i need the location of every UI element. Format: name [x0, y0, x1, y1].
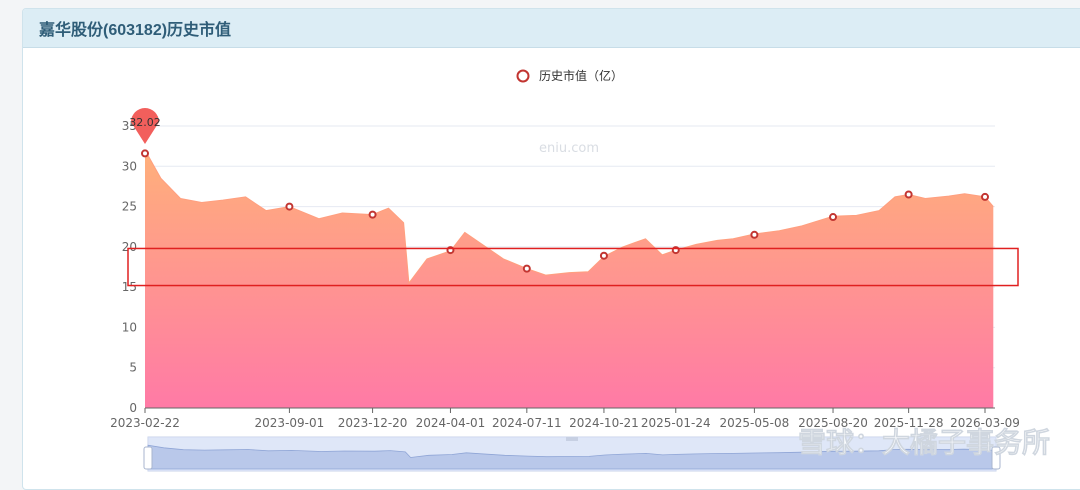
data-point-marker[interactable] — [285, 202, 294, 211]
y-tick-label: 30 — [122, 159, 137, 173]
slider-handle-right[interactable] — [991, 446, 1001, 470]
data-point-marker[interactable] — [981, 192, 989, 201]
data-point-marker[interactable] — [904, 190, 913, 199]
data-point-marker[interactable] — [522, 264, 531, 273]
series-line — [144, 149, 994, 285]
x-tick-label: 2024-10-21 — [569, 416, 639, 430]
x-tick-label: 2023-12-20 — [338, 416, 408, 430]
watermark: eniu.com — [539, 141, 599, 156]
x-tick-label: 2025-08-20 — [798, 416, 868, 430]
x-tick-label: 2023-02-22 — [110, 416, 180, 430]
x-tick-label: 2025-05-08 — [720, 416, 790, 430]
data-point-marker[interactable] — [599, 251, 608, 260]
x-tick-label: 2023-09-01 — [255, 416, 325, 430]
legend[interactable]: 历史市值（亿） — [516, 68, 624, 83]
x-tick-label: 2026-03-09 — [950, 416, 1020, 430]
y-tick-label: 15 — [122, 280, 137, 294]
series-area — [145, 150, 994, 408]
x-tick-label: 2024-04-01 — [416, 416, 486, 430]
highlight-box — [127, 247, 1019, 287]
max-value-pin — [131, 108, 159, 145]
max-value-label: 32.02 — [129, 116, 161, 129]
x-tick-label: 2024-07-11 — [492, 416, 562, 430]
panel-header: 嘉华股份(603182)历史市值 — [23, 9, 1080, 48]
data-point-marker[interactable] — [141, 149, 149, 158]
y-tick-label: 5 — [129, 361, 137, 375]
footer-watermark: 雪球：大橘子事务所 — [798, 426, 1050, 459]
y-tick-label: 10 — [122, 320, 137, 334]
legend-marker — [516, 69, 530, 83]
y-tick-label: 0 — [129, 401, 137, 415]
data-point-marker[interactable] — [829, 213, 838, 222]
slider-handle-left[interactable] — [143, 446, 153, 470]
slider-grip[interactable] — [566, 437, 578, 441]
x-tick-label: 2025-01-24 — [641, 416, 711, 430]
zoom-slider[interactable] — [143, 436, 1001, 472]
legend-label: 历史市值（亿） — [539, 68, 623, 83]
y-tick-label: 25 — [122, 200, 137, 214]
panel-title: 嘉华股份(603182)历史市值 — [39, 22, 232, 39]
data-point-marker[interactable] — [750, 230, 759, 239]
y-tick-label: 20 — [122, 240, 137, 254]
data-point-marker[interactable] — [368, 210, 377, 219]
slider-preview — [147, 444, 993, 470]
x-tick-label: 2025-11-28 — [874, 416, 944, 430]
